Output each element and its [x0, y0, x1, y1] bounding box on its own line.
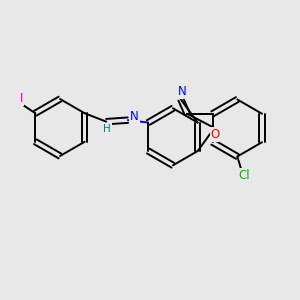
- Text: Cl: Cl: [238, 169, 250, 182]
- Text: H: H: [103, 124, 111, 134]
- Text: I: I: [20, 92, 23, 105]
- Text: N: N: [177, 85, 186, 98]
- Text: N: N: [130, 110, 139, 123]
- Text: O: O: [211, 128, 220, 141]
